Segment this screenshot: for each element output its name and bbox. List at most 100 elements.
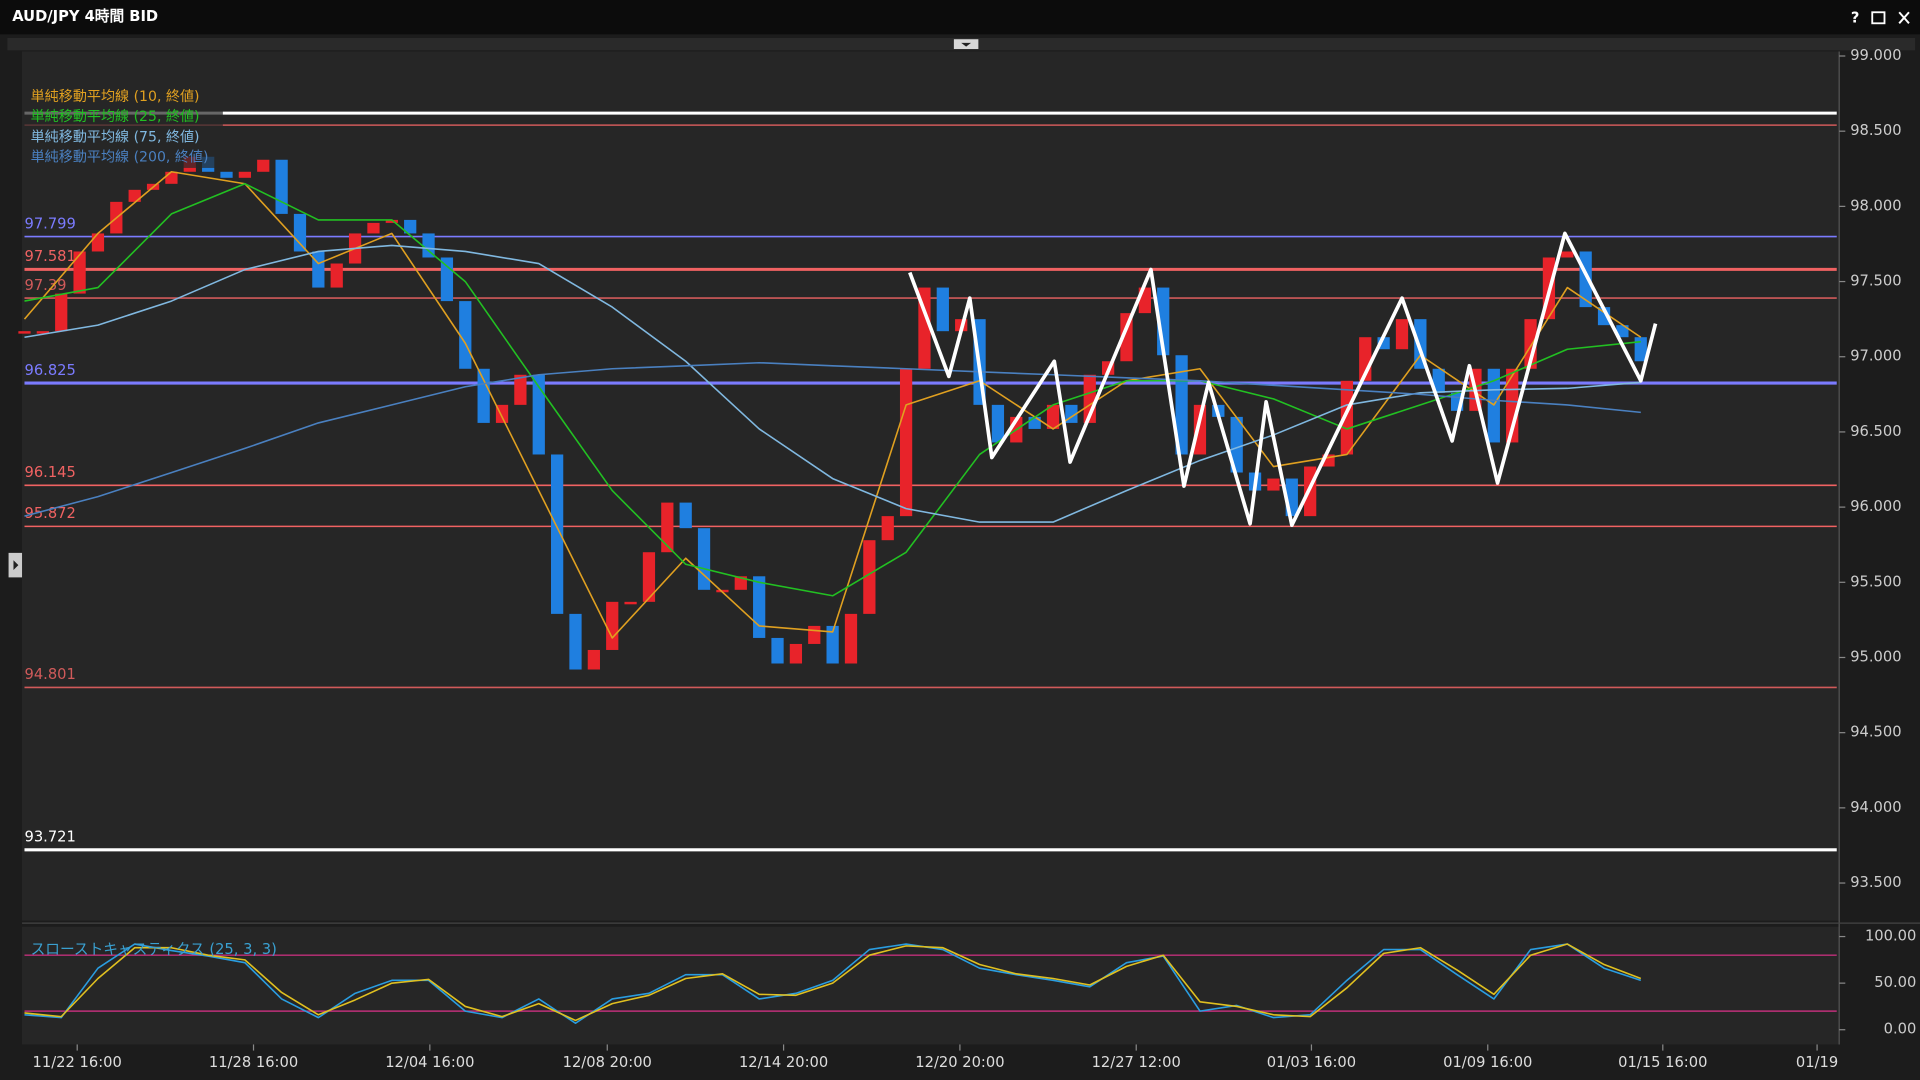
price-chart: 93.500 94.000 94.500 95.000 95.500 96.000 96.5… bbox=[18, 47, 1902, 1071]
level-label: 95.872 bbox=[24, 505, 75, 522]
candle bbox=[881, 516, 894, 541]
y-tick-label: 96.500 bbox=[1850, 423, 1901, 440]
candle bbox=[551, 454, 564, 614]
candle bbox=[422, 233, 435, 258]
candle bbox=[1395, 319, 1409, 350]
candle bbox=[367, 222, 380, 234]
candle bbox=[514, 374, 527, 405]
candle bbox=[899, 368, 913, 517]
close-button[interactable] bbox=[1898, 11, 1910, 24]
x-tick-label: 12/04 16:00 bbox=[385, 1054, 474, 1071]
y-tick-label: 95.500 bbox=[1850, 573, 1901, 590]
candle bbox=[991, 404, 1005, 443]
indicator-title: スローストキャスティクス (25, 3, 3) bbox=[31, 941, 277, 958]
candle bbox=[275, 159, 288, 214]
y-tick-label: 99.000 bbox=[1850, 47, 1901, 64]
candle bbox=[330, 263, 343, 288]
y-tick-label: 96.000 bbox=[1850, 498, 1901, 515]
y-tick-label: 94.000 bbox=[1850, 799, 1901, 816]
x-tick-label: 11/28 16:00 bbox=[209, 1054, 298, 1071]
y-tick-label: 50.00 bbox=[1874, 974, 1916, 991]
legend-entry: 単純移動平均線 (75, 終値) bbox=[31, 129, 200, 145]
side-panel-icon bbox=[13, 560, 19, 571]
y-tick-label: 100.00 bbox=[1865, 928, 1916, 945]
level-label: 97.581 bbox=[24, 248, 75, 265]
candle bbox=[18, 331, 31, 334]
y-tick-label: 97.000 bbox=[1850, 348, 1901, 365]
x-tick-label: 12/20 20:00 bbox=[915, 1054, 1004, 1071]
candle bbox=[257, 159, 270, 172]
collapse-icon bbox=[961, 42, 972, 47]
candle bbox=[404, 219, 417, 234]
candle bbox=[569, 613, 582, 670]
level-label: 97.39 bbox=[24, 277, 66, 294]
candle bbox=[936, 287, 949, 332]
x-tick-label: 01/19 bbox=[1796, 1054, 1838, 1071]
level-label: 93.721 bbox=[24, 829, 75, 846]
y-tick-label: 0.00 bbox=[1884, 1021, 1917, 1038]
y-tick-label: 97.500 bbox=[1850, 273, 1901, 290]
candle bbox=[1028, 416, 1041, 429]
candle bbox=[312, 251, 325, 288]
candle bbox=[1524, 319, 1537, 369]
level-label: 96.145 bbox=[24, 464, 75, 481]
candle bbox=[1193, 404, 1207, 455]
y-tick-label: 93.500 bbox=[1850, 874, 1901, 891]
level-label: 94.801 bbox=[24, 666, 75, 683]
candle bbox=[808, 625, 821, 644]
x-tick-label: 01/03 16:00 bbox=[1267, 1054, 1356, 1071]
legend-entry: 単純移動平均線 (200, 終値) bbox=[31, 150, 209, 166]
candle bbox=[734, 576, 747, 590]
candle bbox=[863, 540, 876, 614]
candle bbox=[532, 374, 545, 455]
x-tick-label: 12/14 20:00 bbox=[739, 1054, 828, 1071]
candle bbox=[1120, 313, 1133, 362]
maximize-button[interactable] bbox=[1871, 11, 1886, 25]
candle bbox=[844, 613, 858, 664]
level-label: 96.825 bbox=[24, 362, 75, 379]
candle bbox=[220, 171, 233, 178]
stochastic-chart: 0.00 50.00 100.00 スローストキャスティクス (25, 3, 3) bbox=[24, 928, 1916, 1038]
candle bbox=[128, 189, 141, 202]
oscillator-line bbox=[24, 943, 1642, 1022]
candle bbox=[238, 171, 252, 178]
candle bbox=[697, 528, 711, 590]
candle bbox=[385, 219, 398, 223]
zigzag-line bbox=[908, 231, 1658, 528]
candle bbox=[642, 552, 656, 602]
x-tick-label: 12/27 12:00 bbox=[1092, 1054, 1181, 1071]
candle bbox=[459, 301, 472, 369]
candle bbox=[1267, 478, 1280, 491]
title-bar bbox=[0, 0, 1920, 35]
legend-entry: 単純移動平均線 (25, 終値) bbox=[31, 109, 200, 125]
x-tick-label: 11/22 16:00 bbox=[33, 1054, 122, 1071]
candle bbox=[293, 213, 307, 252]
candle bbox=[91, 233, 105, 252]
candle bbox=[1340, 380, 1354, 455]
moving-average-line bbox=[24, 244, 1641, 523]
help-button[interactable]: ? bbox=[1851, 9, 1860, 26]
candle bbox=[771, 637, 784, 664]
candle bbox=[1561, 251, 1574, 258]
candle bbox=[826, 625, 839, 664]
candle bbox=[1046, 404, 1060, 429]
candle bbox=[73, 251, 86, 294]
candle bbox=[661, 502, 674, 553]
candle bbox=[55, 293, 68, 332]
legend-entry: 単純移動平均線 (10, 終値) bbox=[31, 89, 200, 105]
legend: 単純移動平均線 (10, 終値) 単純移動平均線 (25, 終値) 単純移動平均線 … bbox=[24, 87, 223, 168]
y-tick-label: 94.500 bbox=[1850, 724, 1901, 741]
candle bbox=[1230, 416, 1243, 473]
y-tick-label: 95.000 bbox=[1850, 648, 1901, 665]
candle bbox=[789, 643, 803, 664]
legend-box bbox=[24, 87, 223, 168]
candle bbox=[477, 368, 490, 423]
candle bbox=[36, 331, 49, 334]
candle bbox=[440, 257, 454, 302]
candle bbox=[753, 576, 766, 638]
oscillator-line bbox=[24, 943, 1642, 1025]
x-tick-label: 01/15 16:00 bbox=[1618, 1054, 1707, 1071]
level-label: 97.799 bbox=[24, 215, 75, 232]
